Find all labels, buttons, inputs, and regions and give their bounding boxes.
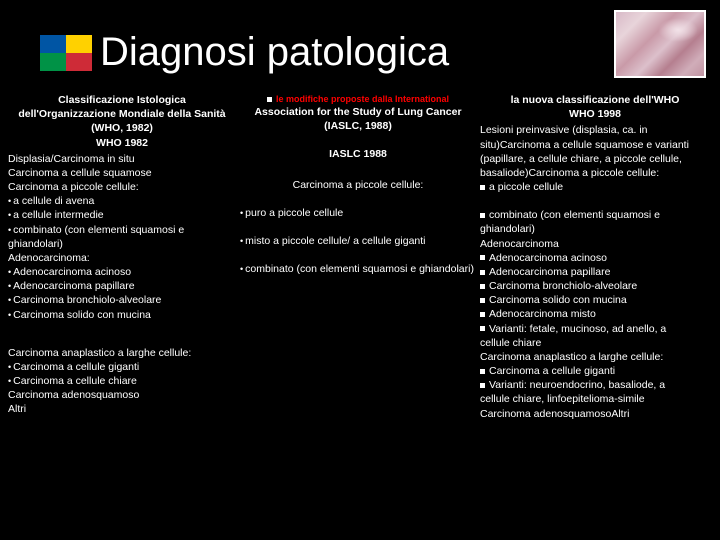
col3-b1: a piccole cellule [480,180,710,194]
col1-anaplastic-hdr: Carcinoma anaplastico a larghe cellule: [8,346,236,360]
col2-line1: Carcinoma a piccole cellule: [240,178,476,192]
col1-sub: WHO 1982 [8,136,236,150]
col1-anaplastic: Carcinoma a cellule giganti [8,360,236,374]
col1-subline: a cellule di avena [8,194,236,208]
col3-adeno: Varianti: fetale, mucinoso, ad anello, a [480,322,710,336]
col3-anaplastic: Carcinoma a cellule giganti [480,364,710,378]
content-columns: Classificazione Istologica dell'Organizz… [0,93,720,421]
col1-tail: Altri [8,402,236,416]
col1-tail: Carcinoma adenosquamoso [8,388,236,402]
histology-thumbnail [614,10,706,78]
col1-subline: combinato (con elementi squamosi e ghian… [8,223,236,251]
column-who-1982: Classificazione Istologica dell'Organizz… [8,93,236,421]
col3-adeno: Adenocarcinoma misto [480,307,710,321]
col3-item: combinato (con elementi squamosi e ghian… [480,208,710,236]
col1-adeno: Adenocarcinoma papillare [8,279,236,293]
col3-tail: Carcinoma adenosquamosoAltri [480,407,710,421]
col1-subline: a cellule intermedie [8,208,236,222]
col2-redline: le modifiche proposte dalla Internationa… [240,93,476,105]
col1-line: Carcinoma a piccole cellule: [8,180,236,194]
col2-header: Association for the Study of Lung Cancer… [240,105,476,133]
col1-line: Displasia/Carcinoma in situ [8,152,236,166]
col3-adeno: Adenocarcinoma acinoso [480,251,710,265]
flag-icon [40,35,92,71]
col3-header: la nuova classificazione dell'WHO [480,93,710,107]
col1-adeno-hdr: Adenocarcinoma: [8,251,236,265]
col2-item: combinato (con elementi squamosi e ghian… [240,262,476,276]
col3-chiare: cellule chiare [480,336,710,350]
col3-adeno: Carcinoma bronchiolo-alveolare [480,279,710,293]
col1-header: Classificazione Istologica dell'Organizz… [8,93,236,136]
col1-line: Carcinoma a cellule squamose [8,166,236,180]
col2-item: misto a piccole cellule/ a cellule gigan… [240,234,476,248]
col3-adeno-hdr: Adenocarcinoma [480,237,710,251]
col1-anaplastic: Carcinoma a cellule chiare [8,374,236,388]
col3-adeno: Carcinoma solido con mucina [480,293,710,307]
col3-sub: WHO 1998 [480,107,710,121]
col1-adeno: Carcinoma bronchiolo-alveolare [8,293,236,307]
col2-item: puro a piccole cellule [240,206,476,220]
col2-sub: IASLC 1988 [240,147,476,161]
page-title: Diagnosi patologica [100,30,449,75]
col3-adeno: Adenocarcinoma papillare [480,265,710,279]
col3-anaplastic: Varianti: neuroendocrino, basaliode, a [480,378,710,392]
col1-adeno: Adenocarcinoma acinoso [8,265,236,279]
col3-anaplastic-hdr: Carcinoma anaplastico a larghe cellule: [480,350,710,364]
column-iaslc-1988: le modifiche proposte dalla Internationa… [240,93,476,421]
col3-tail-inline: cellule chiare, linfoepitelioma-simile [480,392,710,406]
col1-adeno: Carcinoma solido con mucina [8,308,236,322]
column-who-1998: la nuova classificazione dell'WHO WHO 19… [480,93,710,421]
col3-para1: Lesioni preinvasive (displasia, ca. in s… [480,123,710,180]
title-bar: Diagnosi patologica [0,0,720,93]
